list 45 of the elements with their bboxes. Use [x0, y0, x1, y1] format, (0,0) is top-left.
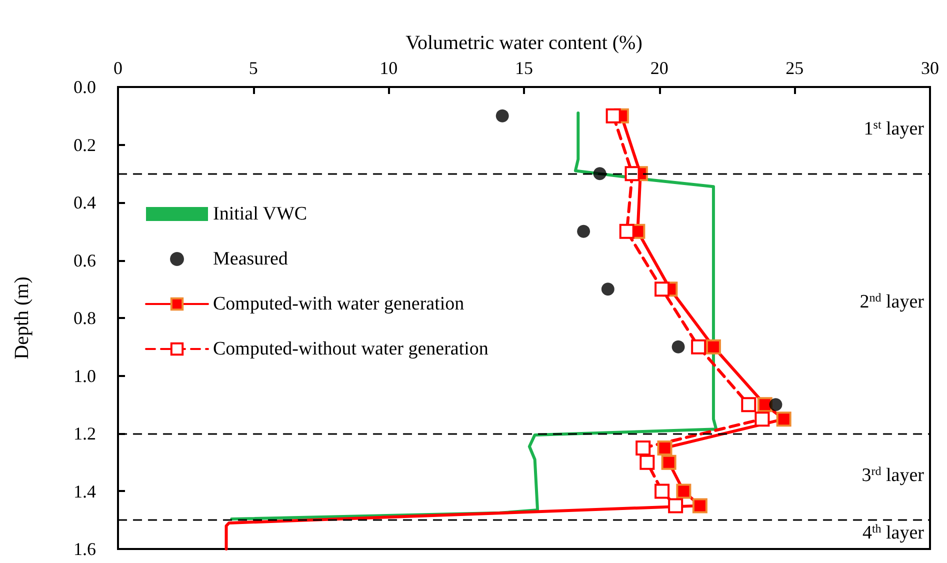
point [496, 109, 509, 122]
legend-label: Measured [213, 248, 288, 270]
point [661, 454, 676, 470]
y-tick-label: 0.4 [74, 192, 96, 212]
point [672, 340, 685, 354]
point [636, 440, 651, 456]
point [754, 412, 770, 427]
point [619, 224, 634, 239]
legend-label: Computed-with water generation [213, 294, 465, 314]
x-tick-label: 25 [786, 58, 804, 78]
point [654, 282, 670, 297]
point [606, 108, 621, 124]
point [706, 339, 721, 354]
point [657, 440, 672, 456]
point [593, 167, 606, 180]
x-tick-label: 15 [515, 58, 533, 78]
x-tick-label: 10 [380, 58, 398, 78]
y-tick-label: 1.0 [74, 366, 96, 386]
point [654, 484, 670, 499]
point [624, 166, 640, 182]
y-tick-label: 1.4 [74, 481, 96, 502]
x-tick-label: 5 [248, 58, 258, 78]
y-tick-label: 0.0 [74, 77, 96, 97]
point [691, 339, 706, 354]
y-tick-label: 0.8 [74, 308, 96, 328]
point [640, 454, 655, 470]
legend-label: Computed-without water generation [213, 338, 489, 360]
x-tick-label: 0 [114, 58, 122, 78]
point [769, 398, 782, 412]
legend-label: Initial VWC [213, 204, 308, 224]
point [577, 224, 590, 238]
y-tick-label: 0.6 [74, 250, 96, 270]
point [741, 397, 756, 412]
y-tick-label: 1.6 [74, 539, 96, 559]
y-tick-label: 0.2 [74, 134, 96, 155]
y-tick-label: 1.2 [74, 424, 96, 444]
y-axis-title: Depth (m) [11, 276, 33, 360]
point [776, 412, 792, 427]
point [601, 282, 614, 296]
point [668, 498, 684, 514]
x-axis-title: Volumetric water content (%) [406, 32, 642, 54]
x-tick-label: 30 [921, 58, 939, 78]
point [692, 498, 708, 514]
x-tick-label: 20 [650, 58, 668, 78]
point [676, 484, 692, 499]
